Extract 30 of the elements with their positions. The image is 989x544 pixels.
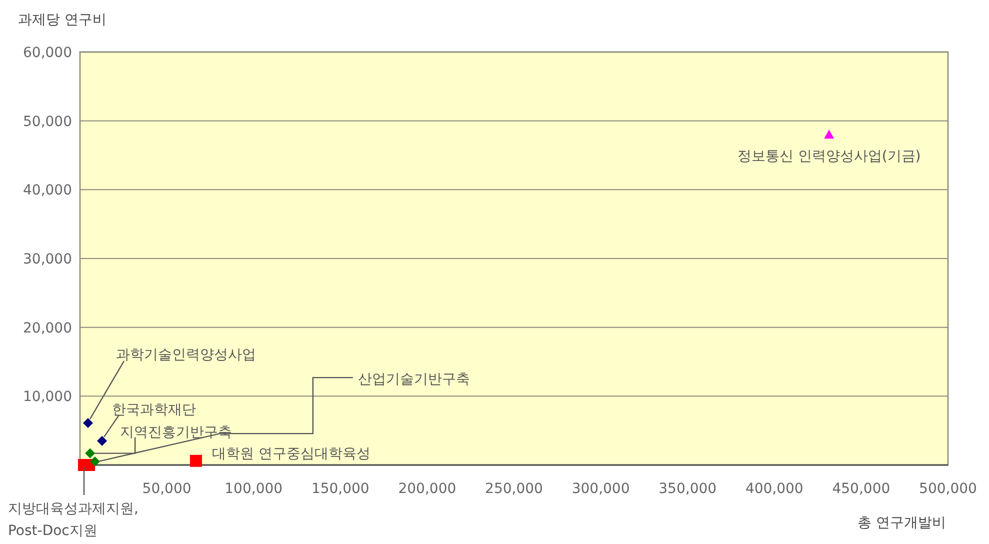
- y-tick-label: 40,000: [23, 182, 72, 199]
- y-tick-label: 30,000: [23, 252, 72, 268]
- y-tick-label: 50,000: [23, 114, 72, 130]
- annotation: 과학기술인력양성사업: [116, 347, 256, 364]
- point: [82, 418, 93, 428]
- point: [97, 436, 108, 446]
- annotation: 산업기술기반구축: [358, 372, 470, 388]
- x-tick-label: 450,000: [832, 481, 890, 497]
- x-tick-label: 50,000: [142, 481, 192, 497]
- x-tick-label: 500,000: [919, 481, 977, 497]
- point: [85, 448, 96, 458]
- y-axis-title: 과제당 연구비: [18, 12, 106, 28]
- x-tick-label: 250,000: [485, 481, 543, 497]
- x-tick-label: 200,000: [398, 481, 456, 497]
- y-tick-label: 20,000: [23, 320, 72, 336]
- x-tick-label: 400,000: [745, 481, 804, 497]
- annotation: 정보통신 인력양성사업(기금): [737, 148, 921, 165]
- x-tick-label: 100,000: [224, 481, 283, 497]
- point: [190, 454, 202, 467]
- x-axis-title: 총 연구개발비: [858, 515, 946, 531]
- x-tick-label: 150,000: [311, 481, 370, 497]
- annotation: 지역진흥기반구축: [120, 424, 232, 440]
- annotation: 지방대육성과제지원, Post-Doc지원: [8, 501, 138, 539]
- y-tick-label: 60,000: [23, 45, 72, 61]
- annotation: 한국과학재단: [112, 402, 196, 418]
- point: [90, 456, 100, 467]
- x-tick-label: 300,000: [572, 481, 630, 497]
- x-tick-label: 350,000: [658, 481, 717, 497]
- annotation: 대학원 연구중심대학육성: [212, 446, 370, 462]
- y-tick-label: 10,000: [23, 389, 72, 406]
